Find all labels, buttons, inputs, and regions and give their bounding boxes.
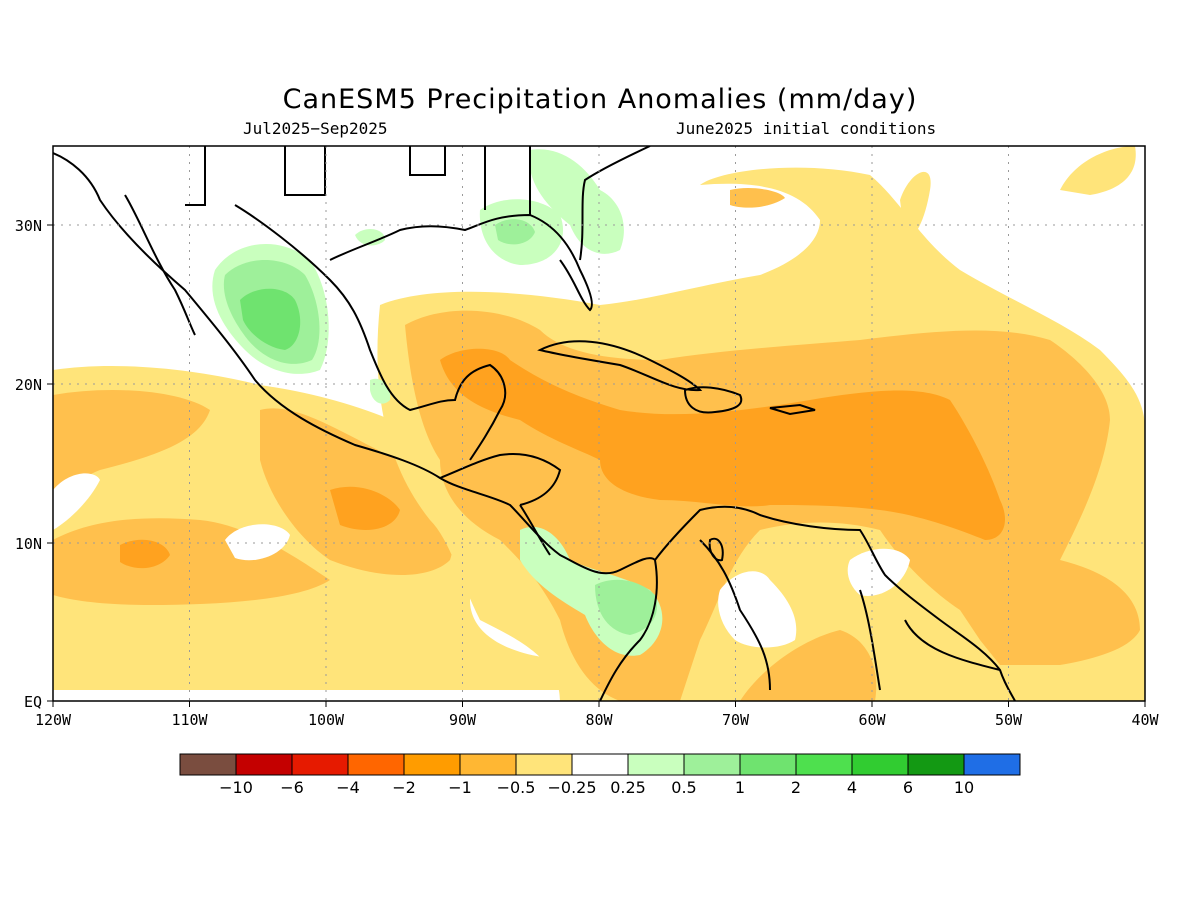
colorbar-swatch-11 <box>795 753 853 776</box>
lon-label-40w: 40W <box>1131 711 1159 729</box>
lat-label-20n: 20N <box>15 376 42 394</box>
coastline-texas <box>329 213 593 312</box>
colorbar-swatch-0 <box>179 753 237 776</box>
anomaly-region-sa-neutral <box>718 571 797 648</box>
colorbar-label-8: 0.5 <box>671 778 696 797</box>
colorbar-swatch-4 <box>403 753 461 776</box>
anomaly-region-atlantic-north <box>1060 146 1136 195</box>
initial-conditions: June2025 initial conditions <box>676 119 937 138</box>
colorbar-label-7: 0.25 <box>610 778 646 797</box>
colorbar-label-12: 6 <box>903 778 913 797</box>
graticule <box>53 146 1145 701</box>
lat-label-30n: 30N <box>15 217 42 235</box>
anomaly-region-venezuela-deep <box>740 630 877 701</box>
coastline-south-america <box>599 505 1016 701</box>
colorbar <box>179 753 1021 776</box>
colorbar-label-13: 10 <box>954 778 974 797</box>
coastline-hispaniola <box>683 386 743 414</box>
coastline-us-east <box>579 146 651 261</box>
colorbar-swatch-12 <box>851 753 909 776</box>
anomaly-field <box>53 146 1145 701</box>
colorbar-label-11: 4 <box>847 778 857 797</box>
anomaly-region-southeast-us-green <box>529 149 624 254</box>
coastline-puerto-rico <box>769 403 816 416</box>
anomaly-region-pacific-neutral <box>225 524 290 561</box>
coastlines <box>53 146 1016 701</box>
lon-label-50w: 50W <box>995 711 1023 729</box>
lon-label-100w: 100W <box>308 711 345 729</box>
lat-label-10n: 10N <box>15 535 42 553</box>
colorbar-swatch-2 <box>291 753 349 776</box>
colorbar-swatch-7 <box>571 753 629 776</box>
lon-label-110w: 110W <box>171 711 208 729</box>
anomaly-region-texas-green <box>355 228 385 246</box>
anomaly-region-panama-green <box>595 579 658 635</box>
colorbar-label-4: −1 <box>448 778 472 797</box>
coastline-cuba <box>537 340 703 392</box>
map-title: CanESM5 Precipitation Anomalies (mm/day) <box>282 84 918 115</box>
lon-label-120w: 120W <box>35 711 72 729</box>
axis-ticks <box>47 224 1146 707</box>
border-us-mexico <box>204 146 531 215</box>
colorbar-swatch-9 <box>683 753 741 776</box>
lon-axis-labels: 120W 110W 100W 90W 80W 70W 60W 50W 40W <box>35 711 1160 729</box>
colorbar-label-0: −10 <box>219 778 253 797</box>
colorbar-swatch-8 <box>627 753 685 776</box>
lon-label-90w: 90W <box>449 711 477 729</box>
coastline-baja <box>124 194 196 336</box>
anomaly-region-pacific-deep-1 <box>330 486 400 530</box>
colorbar-label-10: 2 <box>791 778 801 797</box>
lat-axis-labels: EQ 10N 20N 30N <box>15 217 42 711</box>
colorbar-swatch-3 <box>347 753 405 776</box>
lake-maracaibo <box>708 537 724 562</box>
anomaly-region-pacific-neutral-2 <box>53 473 100 530</box>
colorbar-swatch-6 <box>515 753 573 776</box>
colorbar-label-9: 1 <box>735 778 745 797</box>
colorbar-label-5: −0.5 <box>497 778 536 797</box>
colorbar-label-3: −2 <box>392 778 416 797</box>
anomaly-region-mexico-mid-green <box>240 288 301 350</box>
lon-label-70w: 70W <box>722 711 750 729</box>
colorbar-swatch-14 <box>963 753 1021 776</box>
colorbar-swatch-13 <box>907 753 965 776</box>
anomaly-region-pacific-orange-north <box>53 390 210 500</box>
lon-label-60w: 60W <box>858 711 886 729</box>
forecast-period: Jul2025−Sep2025 <box>243 119 388 138</box>
lat-label-eq: EQ <box>24 693 42 711</box>
coastline-central-america <box>439 452 562 556</box>
anomaly-region-pacific-deep-2 <box>120 539 170 569</box>
coastline-mexico-pacific <box>53 152 656 575</box>
colorbar-label-6: −0.25 <box>547 778 596 797</box>
colorbar-labels: −10 −6 −4 −2 −1 −0.5 −0.25 0.25 0.5 1 2 4 6 10 <box>219 778 974 797</box>
colorbar-swatch-5 <box>459 753 517 776</box>
colorbar-swatch-10 <box>739 753 797 776</box>
anomaly-region-atlantic-deep <box>730 187 785 208</box>
colorbar-label-1: −6 <box>280 778 304 797</box>
colorbar-label-2: −4 <box>336 778 360 797</box>
anomaly-region-caribbean-deep <box>440 348 1005 540</box>
lon-label-80w: 80W <box>585 711 613 729</box>
anomaly-region-atlantic-north-2 <box>900 171 931 240</box>
colorbar-swatch-1 <box>235 753 293 776</box>
